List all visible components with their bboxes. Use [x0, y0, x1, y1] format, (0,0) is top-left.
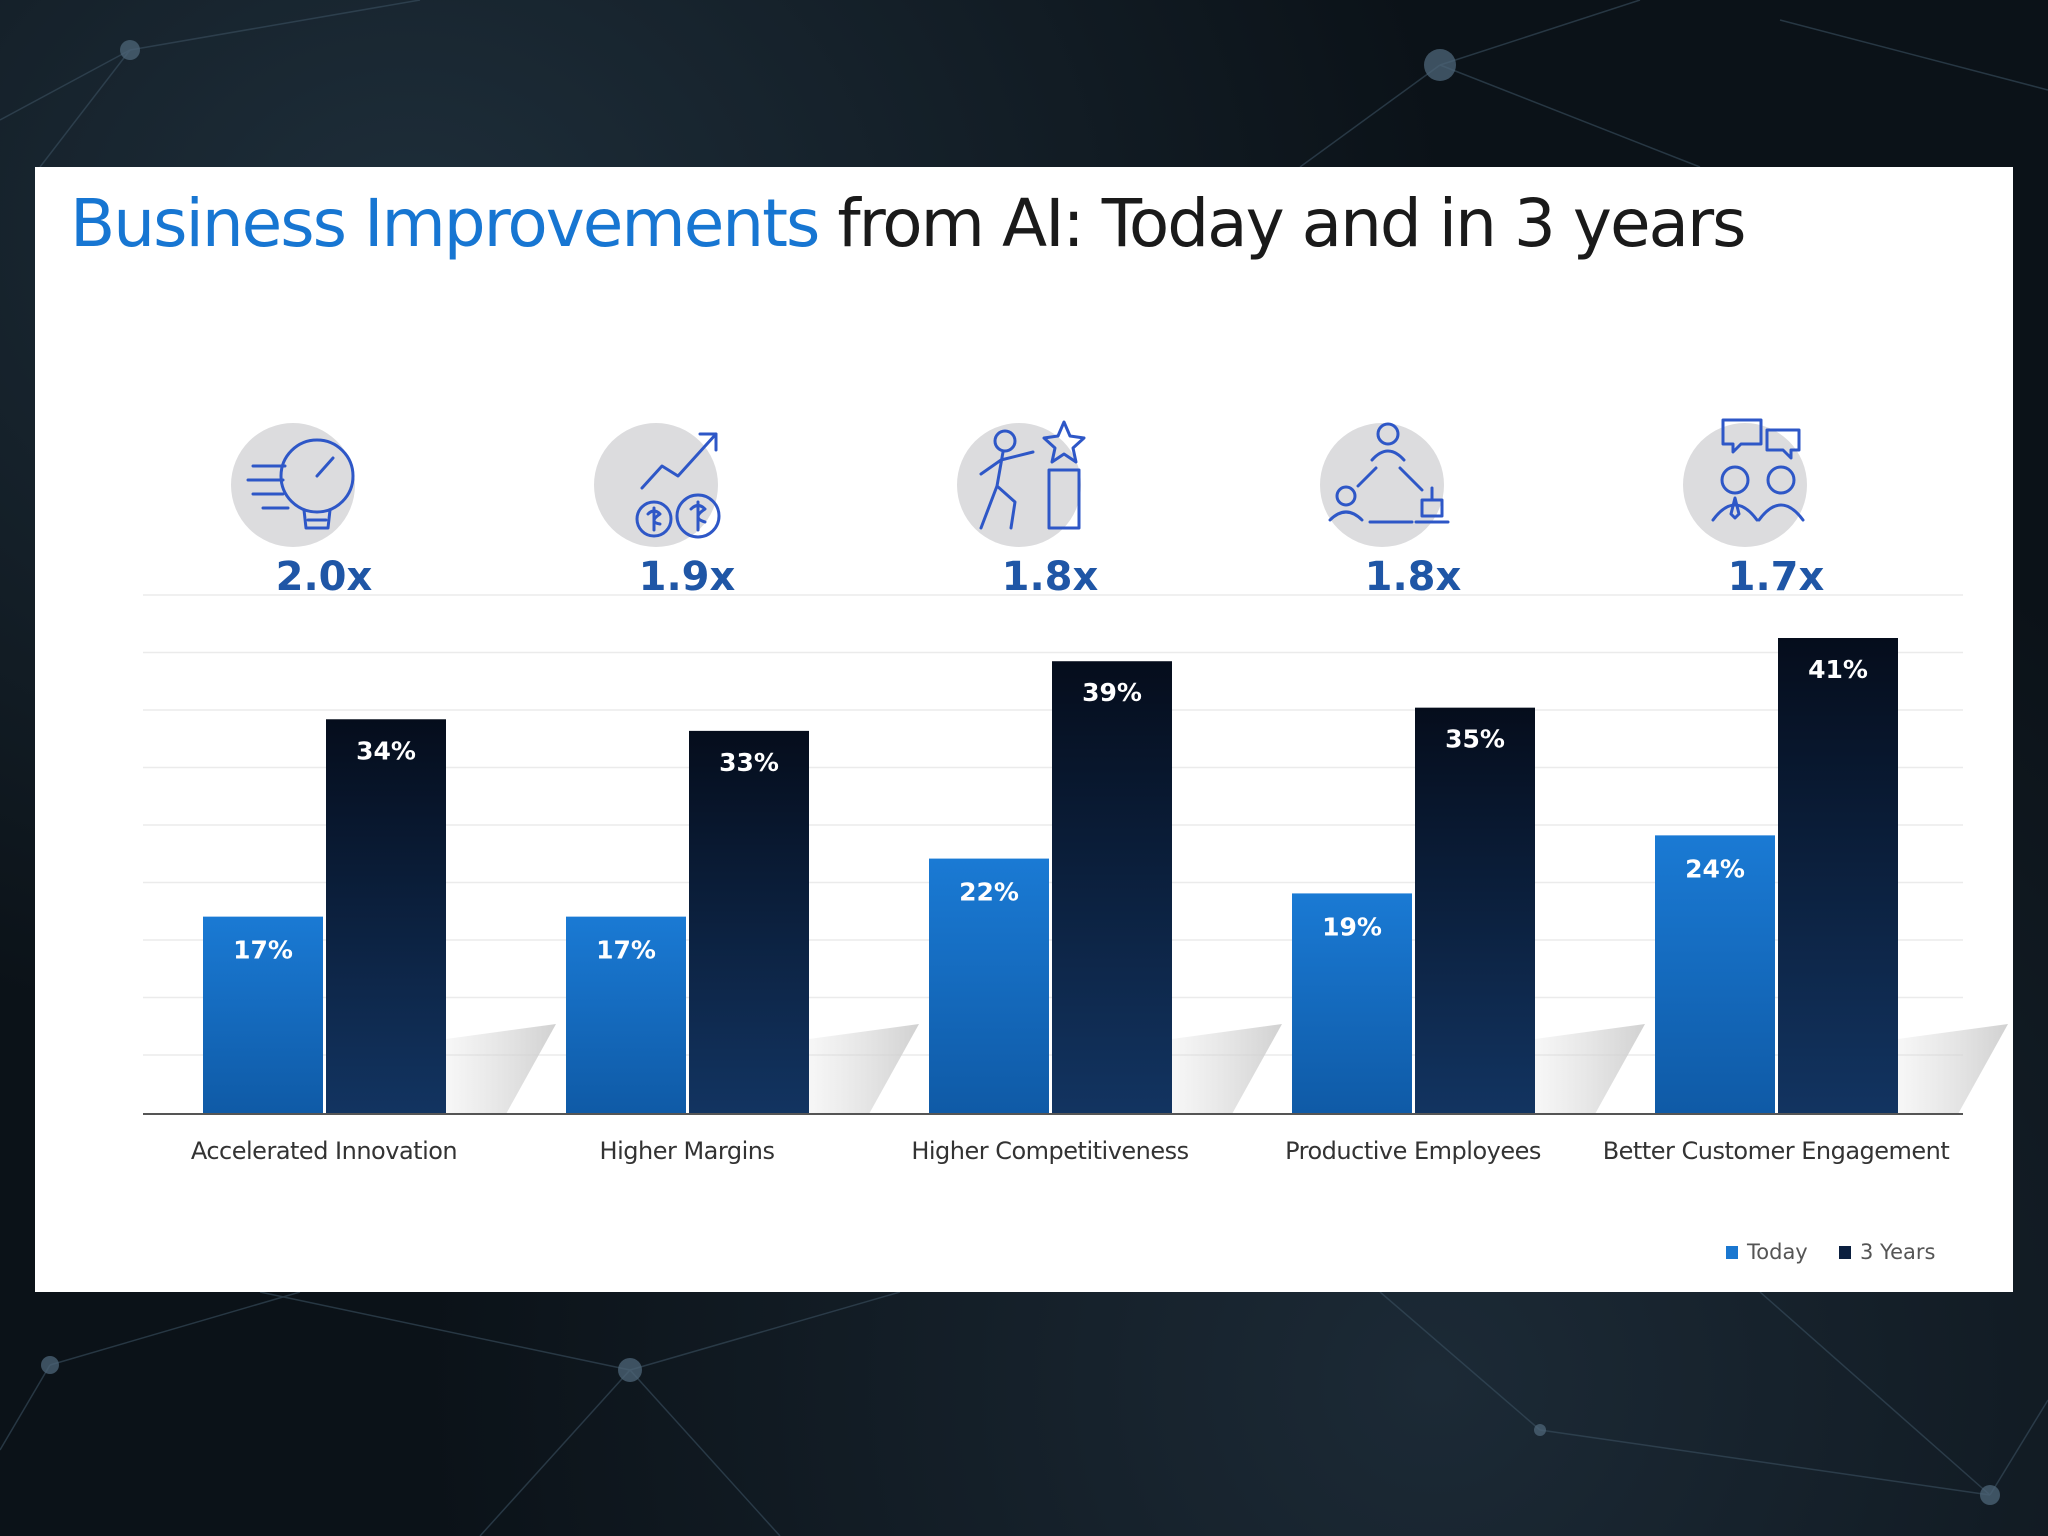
category-labels: Accelerated Innovation Higher Margins High…: [191, 1137, 1950, 1165]
customer-chat-icon: [1683, 418, 1807, 547]
data-label-today: 22%: [959, 878, 1019, 907]
bars: 17% 34% 17% 33% 22% 39% 19% 35% 24% 41%: [203, 638, 1898, 1114]
data-label-today: 17%: [596, 936, 656, 965]
data-label-today: 17%: [233, 936, 293, 965]
legend-today: Today: [1726, 1240, 1808, 1264]
category-icons: [231, 418, 1807, 547]
bar-shadow: [1535, 1024, 1645, 1114]
category-label: Better Customer Engagement: [1603, 1137, 1950, 1165]
legend-label: Today: [1746, 1240, 1808, 1264]
bar-3-years: [1415, 707, 1535, 1114]
category-label: Productive Employees: [1285, 1137, 1541, 1165]
bar-today: [1655, 835, 1775, 1114]
data-label-today: 24%: [1685, 854, 1745, 883]
multiplier-label: 2.0x: [276, 554, 373, 600]
legend: Today 3 Years: [1726, 1240, 1935, 1264]
data-label-3-years: 39%: [1082, 678, 1142, 707]
dollar-growth-icon: [594, 423, 721, 547]
multiplier-label: 1.8x: [1365, 554, 1462, 600]
legend-label: 3 Years: [1860, 1240, 1935, 1264]
bar-3-years: [326, 719, 446, 1114]
legend-swatch: [1726, 1246, 1738, 1259]
multiplier-label: 1.9x: [639, 554, 736, 600]
bar-shadows: [446, 1024, 2008, 1114]
data-label-3-years: 35%: [1445, 725, 1505, 754]
category-label: Accelerated Innovation: [191, 1137, 457, 1165]
multiplier-labels: 2.0x 1.9x 1.8x 1.8x 1.7x: [276, 554, 1825, 600]
bar-3-years: [689, 730, 809, 1114]
chart-title: Business Improvements from AI: Today and…: [70, 185, 1747, 262]
data-label-3-years: 41%: [1808, 655, 1868, 684]
category-label: Higher Competitiveness: [911, 1137, 1188, 1165]
multiplier-label: 1.7x: [1728, 554, 1825, 600]
bar-shadow: [809, 1024, 919, 1114]
data-label-3-years: 34%: [356, 736, 416, 765]
bar-today: [566, 916, 686, 1114]
bar-chart: 17% 34% 17% 33% 22% 39% 19% 35% 24% 41% Accelerat…: [143, 418, 2008, 1264]
team-network-icon: [1320, 422, 1450, 547]
bar-3-years: [1778, 638, 1898, 1114]
bar-shadow: [446, 1024, 556, 1114]
bar-shadow: [1898, 1024, 2008, 1114]
legend-swatch: [1839, 1246, 1851, 1259]
bar-today: [929, 858, 1049, 1114]
lightbulb-icon: [231, 423, 355, 547]
title-rest: from AI: Today and in 3 years: [818, 185, 1746, 262]
legend-3-years: 3 Years: [1839, 1240, 1935, 1264]
title-highlight: Business Improvements: [70, 185, 820, 262]
data-label-today: 19%: [1322, 912, 1382, 941]
bar-3-years: [1052, 661, 1172, 1114]
bar-today: [1292, 893, 1412, 1114]
multiplier-label: 1.8x: [1002, 554, 1099, 600]
runner-trophy-icon: [957, 420, 1086, 547]
bar-today: [203, 916, 323, 1114]
bar-shadow: [1172, 1024, 1282, 1114]
category-label: Higher Margins: [600, 1137, 775, 1165]
data-label-3-years: 33%: [719, 748, 779, 777]
